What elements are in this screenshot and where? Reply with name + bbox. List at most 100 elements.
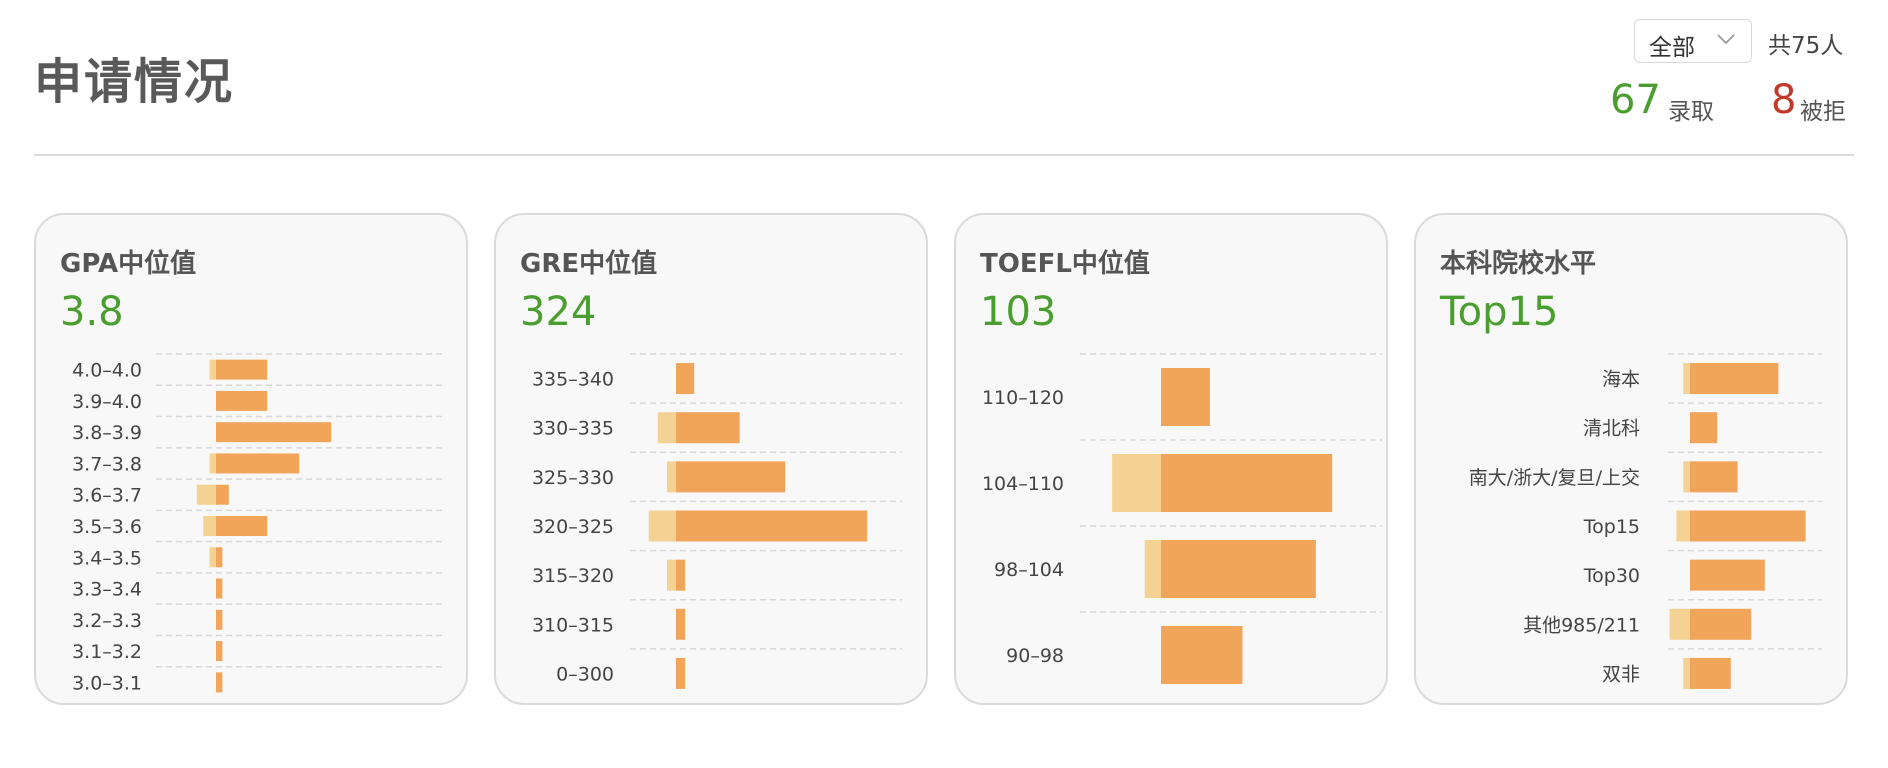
category-label: 98–104 <box>994 559 1064 581</box>
admitted-bar <box>216 547 223 568</box>
category-label: 3.9–4.0 <box>72 391 142 413</box>
admitted-bar <box>216 422 332 443</box>
rejected-bar <box>1683 657 1690 689</box>
category-label: 3.3–3.4 <box>72 579 142 601</box>
page-title: 申请情况 <box>34 54 235 110</box>
category-label: 3.7–3.8 <box>72 453 142 475</box>
rejected-bar <box>648 510 676 542</box>
category-label: 310–315 <box>532 614 614 636</box>
toefl-chart: 110–120 104–110 98–104 90–98 <box>982 353 1382 684</box>
admitted-bar <box>1161 540 1316 598</box>
category-label: 3.0–3.1 <box>72 672 142 694</box>
chevron-down-icon <box>1717 34 1735 45</box>
admitted-bar <box>676 559 686 591</box>
category-label: 0–300 <box>556 663 614 685</box>
category-label: 3.2–3.3 <box>72 610 142 632</box>
category-label: 90–98 <box>1006 645 1064 667</box>
rejected-bar <box>209 547 216 568</box>
category-label: 104–110 <box>982 473 1064 495</box>
rejected-bar <box>1144 540 1161 598</box>
rejected-bar <box>1683 363 1690 395</box>
admitted-bar <box>1690 412 1718 444</box>
admitted-bar <box>216 453 300 474</box>
admitted-bar <box>216 516 268 536</box>
card-title: 本科院校水平 <box>1440 249 1597 279</box>
admitted-bar <box>1161 368 1210 426</box>
admitted-bar <box>676 412 740 444</box>
category-label: 325–330 <box>532 467 614 489</box>
admitted-bar <box>676 657 686 689</box>
admitted-bar <box>216 484 229 505</box>
admitted-count: 67 <box>1610 77 1661 123</box>
gpa-card: GPA中位值 3.8 4.0–4.0 3.9–4.0 3.8–3.9 3.7–3.8 3… <box>34 213 468 705</box>
category-label: 3.6–3.7 <box>72 485 142 507</box>
admitted-bar <box>676 608 686 640</box>
rejected-bar <box>1676 510 1690 542</box>
rejected-bar <box>666 461 676 493</box>
category-label: 清北科 <box>1583 418 1640 440</box>
category-label: 其他985/211 <box>1523 614 1640 636</box>
rejected-bar <box>1683 461 1690 493</box>
category-label: 3.1–3.2 <box>72 641 142 663</box>
admitted-bar <box>216 609 223 630</box>
filter-select-value: 全部 <box>1649 35 1695 61</box>
admitted-bar <box>676 363 695 395</box>
category-label: 3.5–3.6 <box>72 516 142 538</box>
admitted-bar <box>1690 510 1806 542</box>
school-card: 本科院校水平 Top15 海本清北科南大/浙大/复旦/上交 Top15 Top30 其… <box>1414 213 1848 705</box>
gre-chart: 335–340 330–335 325–330 320–325 315–320 310–3… <box>532 353 902 689</box>
category-label: 4.0–4.0 <box>72 360 142 382</box>
category-label: 南大/浙大/复旦/上交 <box>1469 467 1640 489</box>
category-label: 海本 <box>1602 369 1640 391</box>
total-count: 共75人 <box>1768 33 1844 59</box>
admitted-bar <box>676 461 786 493</box>
admitted-bar <box>1690 657 1731 689</box>
filter-select[interactable]: 全部 <box>1634 19 1752 63</box>
card-median-value: Top15 <box>1440 289 1559 335</box>
admitted-bar <box>1690 608 1752 640</box>
rejected-bar <box>209 359 216 380</box>
admitted-bar <box>1690 363 1779 395</box>
rejected-bar <box>657 412 676 444</box>
category-label: 110–120 <box>982 387 1064 409</box>
header-divider <box>34 154 1854 156</box>
admitted-bar <box>216 578 223 599</box>
category-label: 双非 <box>1602 663 1640 685</box>
card-median-value: 324 <box>520 289 597 335</box>
rejected-count: 8 <box>1771 77 1797 123</box>
card-title: GPA中位值 <box>60 249 197 279</box>
card-title: TOEFL中位值 <box>980 249 1150 279</box>
rejected-bar <box>1112 454 1161 512</box>
gpa-chart: 4.0–4.0 3.9–4.0 3.8–3.9 3.7–3.8 3.6–3.7 3.5–3… <box>72 353 446 694</box>
card-median-value: 103 <box>980 289 1057 335</box>
admitted-bar <box>1161 454 1333 512</box>
admitted-label: 录取 <box>1668 99 1714 125</box>
admitted-bar <box>216 390 268 411</box>
admitted-bar <box>676 510 868 542</box>
card-median-value: 3.8 <box>60 289 124 335</box>
rejected-bar <box>209 453 216 474</box>
admitted-bar <box>1161 626 1243 684</box>
rejected-bar <box>1669 608 1690 640</box>
category-label: 330–335 <box>532 418 614 440</box>
gre-card: GRE中位值 324 335–340 330–335 325–330 320–325 3… <box>494 213 928 705</box>
category-label: 335–340 <box>532 369 614 391</box>
admitted-bar <box>1690 461 1738 493</box>
category-label: 315–320 <box>532 565 614 587</box>
category-label: 320–325 <box>532 516 614 538</box>
category-label: 3.8–3.9 <box>72 422 142 444</box>
admitted-bar <box>216 641 223 662</box>
rejected-bar <box>666 559 676 591</box>
category-label: 3.4–3.5 <box>72 547 142 569</box>
rejected-label: 被拒 <box>1800 99 1846 125</box>
toefl-card: TOEFL中位值 103 110–120 104–110 98–104 90–98 <box>954 213 1388 705</box>
rejected-bar <box>196 484 216 505</box>
category-label: Top30 <box>1583 565 1640 587</box>
admitted-bar <box>216 672 223 693</box>
admitted-bar <box>216 359 268 380</box>
category-label: Top15 <box>1583 516 1640 538</box>
card-title: GRE中位值 <box>520 249 658 279</box>
admitted-bar <box>1690 559 1765 591</box>
rejected-bar <box>203 516 216 536</box>
